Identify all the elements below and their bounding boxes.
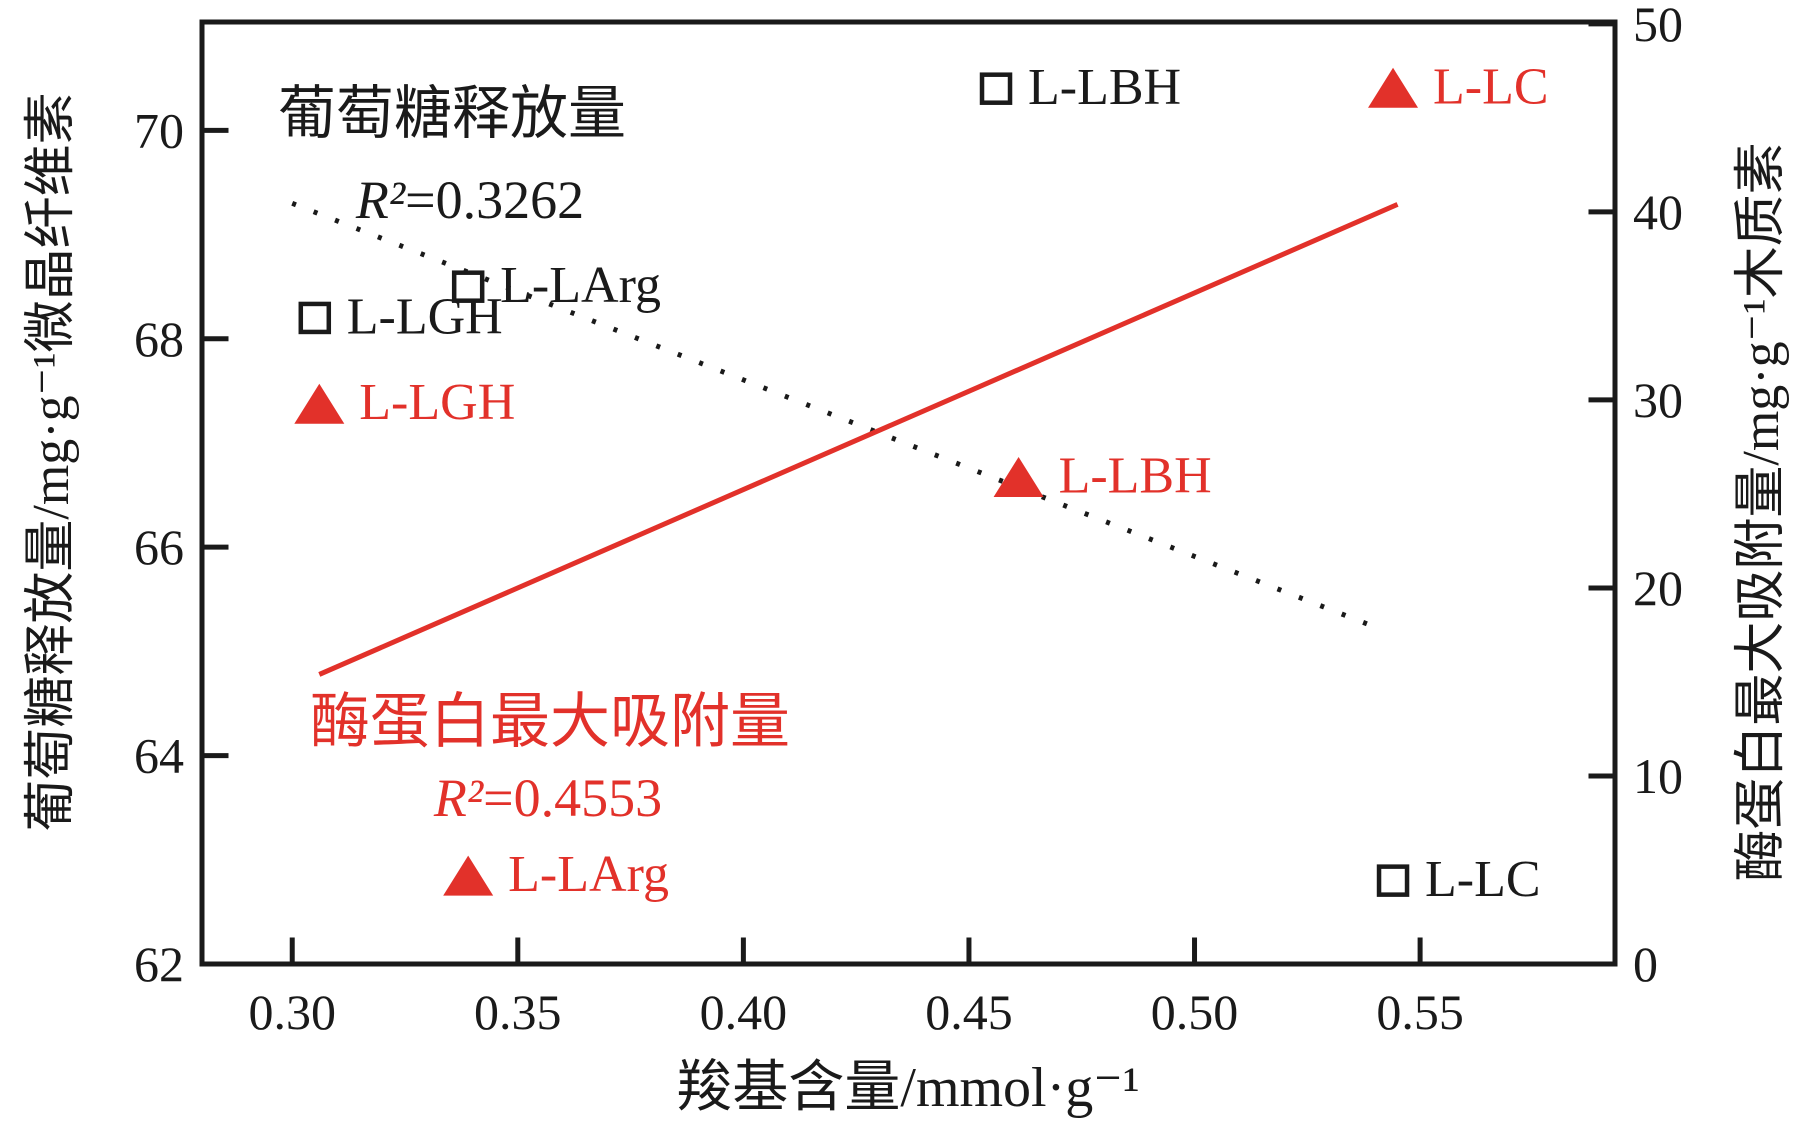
left-y-tick-label: 66 [134, 519, 184, 575]
left-y-tick-label: 68 [134, 311, 184, 367]
glucose-r2-symbol: R² [355, 170, 406, 230]
data-point-glucose-L-LBH [979, 72, 1013, 105]
adsorption-trend-r2: R²=0.4553 [434, 771, 662, 825]
data-point-glucose-L-LArg [451, 270, 485, 303]
right-y-tick-label: 0 [1633, 936, 1658, 992]
point-label-glucose-L-LC: L-LC [1425, 851, 1541, 908]
adsorption-r2-symbol: R² [433, 768, 484, 828]
point-label-adsorption-L-LArg: L-LArg [508, 846, 669, 903]
right-y-tick-label: 40 [1633, 184, 1683, 240]
right-y-tick-label: 30 [1633, 372, 1683, 428]
left-y-tick-label: 70 [134, 102, 184, 158]
right-y-axis-title: 酶蛋白最大吸附量/mg·g⁻¹木质素 [1733, 142, 1790, 882]
left-y-tick-label: 64 [134, 728, 184, 784]
plot-border [199, 19, 1618, 967]
point-label-adsorption-L-LC: L-LC [1433, 58, 1549, 115]
x-axis-title: 羧基含量/mmol·g⁻¹ [676, 1057, 1140, 1119]
x-tick-label: 0.40 [700, 984, 788, 1040]
adsorption-r2-value: =0.4553 [483, 768, 663, 828]
point-label-adsorption-L-LBH: L-LBH [1059, 448, 1212, 505]
x-tick-label: 0.30 [248, 984, 336, 1040]
glucose-r2-value: =0.3262 [405, 170, 585, 230]
data-point-adsorption-L-LGH [294, 383, 345, 424]
right-y-tick-label: 50 [1633, 0, 1683, 52]
trend-line-adsorption [318, 202, 1399, 677]
point-label-glucose-L-LBH: L-LBH [1028, 59, 1181, 116]
adsorption-trend-title: 酶蛋白最大吸附量 [310, 689, 790, 755]
data-point-glucose-L-LC [1376, 864, 1410, 897]
data-point-glucose-L-LGH [298, 301, 332, 335]
x-tick-label: 0.45 [925, 984, 1013, 1040]
right-y-tick-label: 10 [1633, 748, 1683, 804]
x-tick-label: 0.35 [474, 984, 562, 1040]
x-tick-label: 0.55 [1376, 984, 1464, 1040]
point-label-adsorption-L-LGH: L-LGH [359, 374, 515, 431]
glucose-trend-r2: R²=0.3262 [356, 173, 584, 227]
glucose-trend-title: 葡萄糖释放量 [277, 81, 627, 146]
x-tick-label: 0.50 [1151, 984, 1239, 1040]
left-y-axis-title: 葡萄糖释放量/mg·g⁻¹微晶纤维素 [23, 92, 80, 832]
point-label-glucose-L-LArg: L-LArg [500, 257, 661, 314]
right-y-tick-label: 20 [1633, 560, 1683, 616]
data-point-adsorption-L-LC [1368, 67, 1419, 108]
left-y-tick-label: 62 [134, 936, 184, 992]
data-point-adsorption-L-LArg [443, 855, 494, 896]
data-point-adsorption-L-LBH [993, 457, 1044, 498]
